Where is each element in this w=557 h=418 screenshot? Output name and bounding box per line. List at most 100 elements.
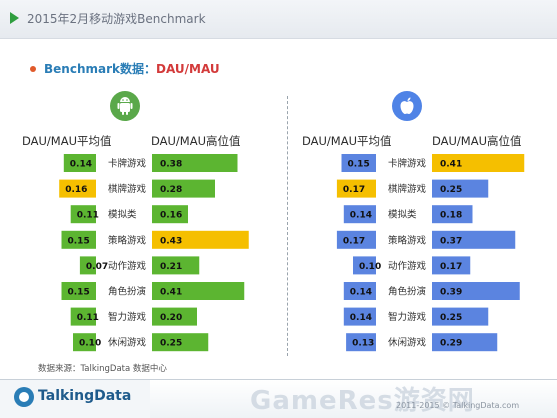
high-value-label-android-5: 0.21 <box>160 262 182 272</box>
category-label-ios-3: 模拟类 <box>388 209 417 221</box>
watermark-text: GameRes游资网 <box>250 386 475 416</box>
category-label-android-8: 休闲游戏 <box>108 337 147 349</box>
high-bar-ios-4 <box>432 230 516 249</box>
high-value-label-ios-4: 0.37 <box>440 236 462 246</box>
category-label-android-6: 角色扮演 <box>108 286 146 298</box>
category-label-ios-4: 策略游戏 <box>388 234 427 246</box>
average-bar-ios-7 <box>343 307 376 326</box>
high-value-label-android-7: 0.20 <box>160 313 182 323</box>
average-value-label-ios-2: 0.17 <box>343 185 365 195</box>
high-value-label-ios-3: 0.18 <box>440 211 462 221</box>
high-value-label-ios-6: 0.39 <box>440 288 462 298</box>
average-value-label-android-1: 0.14 <box>70 160 92 170</box>
average-bar-ios-2 <box>336 179 376 198</box>
brand-name: TalkingData <box>38 388 132 404</box>
average-bar-android-4 <box>61 230 96 249</box>
ios-high-header: DAU/MAU高位值 <box>432 134 522 148</box>
page-title: 2015年2月移动游戏Benchmark <box>27 12 206 26</box>
high-bar-ios-7 <box>432 307 489 326</box>
average-bar-ios-8 <box>346 333 376 352</box>
average-bar-android-8 <box>73 333 96 352</box>
play-arrow-icon <box>10 12 19 24</box>
category-label-ios-6: 角色扮演 <box>388 286 426 298</box>
average-bar-ios-6 <box>343 282 376 300</box>
average-value-label-android-2: 0.16 <box>65 185 87 195</box>
average-value-label-ios-3: 0.14 <box>350 211 372 221</box>
category-label-android-7: 智力游戏 <box>108 311 147 323</box>
average-bar-android-2 <box>59 179 96 198</box>
subtitle-metric: DAU/MAU <box>156 62 220 76</box>
average-value-label-ios-5: 0.10 <box>359 262 381 272</box>
category-label-ios-1: 卡牌游戏 <box>388 158 427 170</box>
subtitle-prefix: Benchmark数据： <box>44 62 156 76</box>
high-value-label-android-3: 0.16 <box>160 211 182 221</box>
copyright-text: 2011-2015 © TalkingData.com <box>396 401 520 410</box>
high-bar-android-5 <box>152 256 200 275</box>
high-bar-android-4 <box>152 230 249 249</box>
average-value-label-android-3: 0.11 <box>77 211 99 221</box>
high-bar-ios-2 <box>432 179 489 198</box>
category-label-android-2: 棋牌游戏 <box>108 183 147 195</box>
section-subtitle: Benchmark数据：DAU/MAU <box>44 60 220 77</box>
android-high-header: DAU/MAU高位值 <box>151 134 241 148</box>
average-value-label-android-6: 0.15 <box>68 288 90 298</box>
high-bar-android-1 <box>152 154 238 172</box>
average-bar-android-1 <box>63 154 96 172</box>
average-bar-android-7 <box>70 307 96 326</box>
average-bar-ios-3 <box>343 205 376 224</box>
category-label-ios-5: 动作游戏 <box>388 260 427 272</box>
apple-icon <box>392 91 422 121</box>
panel-divider <box>287 96 288 356</box>
data-source-note: 数据来源：TalkingData 数据中心 <box>38 364 167 374</box>
average-value-label-ios-6: 0.14 <box>350 288 372 298</box>
high-value-label-ios-7: 0.25 <box>440 313 462 323</box>
average-value-label-android-7: 0.11 <box>77 313 99 323</box>
category-label-android-4: 策略游戏 <box>108 234 147 246</box>
average-bar-android-3 <box>70 205 96 224</box>
category-label-ios-2: 棋牌游戏 <box>388 183 427 195</box>
average-bar-ios-4 <box>336 230 376 249</box>
high-bar-ios-8 <box>432 333 498 352</box>
category-label-ios-7: 智力游戏 <box>388 311 427 323</box>
average-bar-ios-1 <box>341 154 376 172</box>
category-label-android-1: 卡牌游戏 <box>108 158 147 170</box>
high-bar-android-8 <box>152 333 209 352</box>
category-label-ios-8: 休闲游戏 <box>388 337 427 349</box>
category-label-android-3: 模拟类 <box>108 209 137 221</box>
category-label-android-5: 动作游戏 <box>108 260 147 272</box>
high-bar-ios-5 <box>432 256 471 275</box>
average-value-label-android-5: 0.07 <box>86 262 108 272</box>
average-bar-android-5 <box>79 256 96 275</box>
average-value-label-ios-1: 0.15 <box>348 160 370 170</box>
bullet-dot-icon <box>30 66 36 72</box>
average-bar-ios-5 <box>353 256 376 275</box>
average-value-label-ios-4: 0.17 <box>343 236 365 246</box>
high-bar-android-3 <box>152 205 188 224</box>
high-value-label-android-8: 0.25 <box>160 339 182 349</box>
high-bar-android-6 <box>152 282 245 300</box>
average-value-label-android-8: 0.10 <box>79 339 101 349</box>
high-bar-ios-1 <box>432 154 525 172</box>
android-icon <box>110 91 140 121</box>
high-value-label-android-2: 0.28 <box>160 185 182 195</box>
header-banner <box>0 0 557 39</box>
high-value-label-android-1: 0.38 <box>160 160 182 170</box>
average-value-label-ios-8: 0.13 <box>352 339 374 349</box>
talkingdata-logo-dot <box>19 392 29 402</box>
android-average-header: DAU/MAU平均值 <box>22 134 112 148</box>
high-bar-ios-3 <box>432 205 473 224</box>
high-value-label-ios-1: 0.41 <box>440 160 462 170</box>
high-bar-android-7 <box>152 307 197 326</box>
average-bar-android-6 <box>61 282 96 300</box>
high-value-label-android-6: 0.41 <box>160 288 182 298</box>
high-bar-android-2 <box>152 179 215 198</box>
high-value-label-ios-5: 0.17 <box>440 262 462 272</box>
high-bar-ios-6 <box>432 282 520 300</box>
ios-average-header: DAU/MAU平均值 <box>302 134 392 148</box>
average-value-label-android-4: 0.15 <box>68 236 90 246</box>
high-value-label-ios-8: 0.29 <box>440 339 462 349</box>
average-value-label-ios-7: 0.14 <box>350 313 372 323</box>
high-value-label-ios-2: 0.25 <box>440 185 462 195</box>
